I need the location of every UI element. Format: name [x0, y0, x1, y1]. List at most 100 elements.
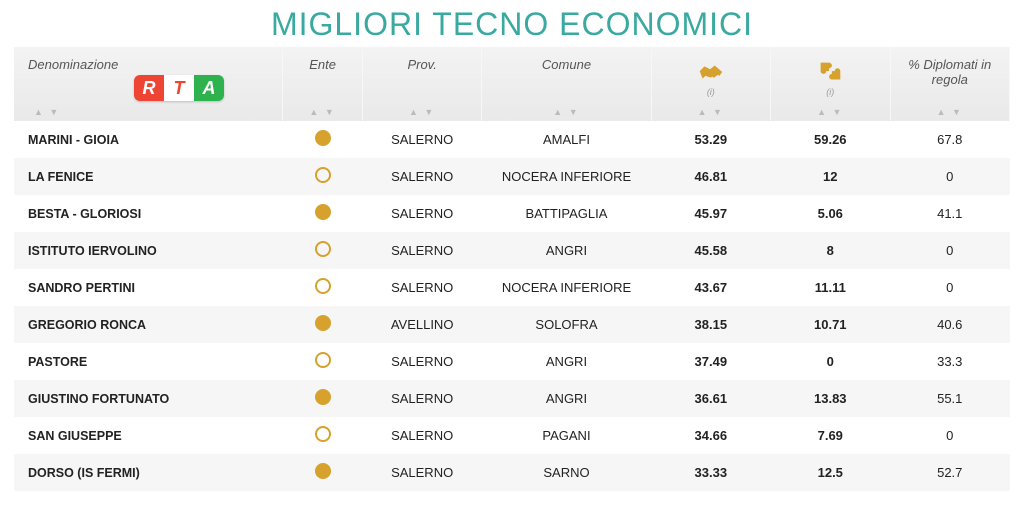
info-indicator: (i) [777, 87, 883, 97]
col-header-diplomati[interactable]: % Diplomati in regola ▲ ▼ [890, 47, 1010, 121]
ranking-table: Denominazione▲ ▼RTAEnte▲ ▼Prov.▲ ▼Comune… [14, 47, 1010, 491]
cell-comune: ANGRI [482, 232, 651, 269]
cell-diplomati: 0 [890, 158, 1010, 195]
table-body: MARINI - GIOIASALERNOAMALFI53.2959.2667.… [14, 121, 1010, 491]
rta-logo-badge: RTA [134, 75, 224, 101]
table-row: SAN GIUSEPPESALERNOPAGANI34.667.690 [14, 417, 1010, 454]
sort-arrows-icon[interactable]: ▲ ▼ [409, 107, 435, 117]
cell-comune: NOCERA INFERIORE [482, 269, 651, 306]
page-title: MIGLIORI TECNO ECONOMICI [0, 0, 1024, 47]
table-row: GREGORIO RONCA AVELLINOSOLOFRA38.1510.714… [14, 306, 1010, 343]
cell-ind2: 13.83 [771, 380, 890, 417]
col-header-prov[interactable]: Prov.▲ ▼ [362, 47, 481, 121]
col-label: Ente [309, 57, 336, 72]
cell-ente [283, 343, 363, 380]
col-header-denominazione[interactable]: Denominazione▲ ▼RTA [14, 47, 283, 121]
cell-ente [283, 195, 363, 232]
cell-diplomati: 0 [890, 269, 1010, 306]
cell-diplomati: 52.7 [890, 454, 1010, 491]
col-header-comune[interactable]: Comune ▲ ▼ [482, 47, 651, 121]
cell-comune: BATTIPAGLIA [482, 195, 651, 232]
cell-ind1: 46.81 [651, 158, 770, 195]
cell-ind1: 53.29 [651, 121, 770, 158]
cell-ind1: 45.97 [651, 195, 770, 232]
cell-ente [283, 417, 363, 454]
cell-prov: AVELLINO [362, 306, 481, 343]
cell-ind1: 33.33 [651, 454, 770, 491]
cell-ind1: 38.15 [651, 306, 770, 343]
cell-ind2: 11.11 [771, 269, 890, 306]
cell-ind2: 0 [771, 343, 890, 380]
cell-ind2: 7.69 [771, 417, 890, 454]
sort-arrows-icon[interactable]: ▲ ▼ [553, 107, 579, 117]
ente-empty-icon [315, 352, 331, 368]
table-row: ISTITUTO IERVOLINOSALERNOANGRI45.5880 [14, 232, 1010, 269]
cell-denominazione: GIUSTINO FORTUNATO [14, 380, 283, 417]
ente-empty-icon [315, 167, 331, 183]
info-indicator: (i) [658, 87, 764, 97]
cell-comune: ANGRI [482, 380, 651, 417]
table-container: Denominazione▲ ▼RTAEnte▲ ▼Prov.▲ ▼Comune… [0, 47, 1024, 491]
logo-t: T [164, 75, 194, 101]
cell-ente [283, 158, 363, 195]
cell-ind2: 59.26 [771, 121, 890, 158]
cell-ind2: 12.5 [771, 454, 890, 491]
cell-comune: PAGANI [482, 417, 651, 454]
cell-comune: ANGRI [482, 343, 651, 380]
cell-prov: SALERNO [362, 195, 481, 232]
sort-arrows-icon[interactable]: ▲ ▼ [34, 107, 60, 117]
handshake-icon [658, 57, 764, 87]
cell-prov: SALERNO [362, 417, 481, 454]
cell-denominazione: GREGORIO RONCA [14, 306, 283, 343]
col-label: Comune [542, 57, 591, 72]
cell-denominazione: ISTITUTO IERVOLINO [14, 232, 283, 269]
cell-ente [283, 306, 363, 343]
table-row: SANDRO PERTINI SALERNONOCERA INFERIORE43.… [14, 269, 1010, 306]
sort-arrows-icon[interactable]: ▲ ▼ [698, 107, 724, 117]
table-row: MARINI - GIOIASALERNOAMALFI53.2959.2667.… [14, 121, 1010, 158]
table-row: GIUSTINO FORTUNATOSALERNOANGRI36.6113.83… [14, 380, 1010, 417]
cell-ind1: 43.67 [651, 269, 770, 306]
cell-prov: SALERNO [362, 380, 481, 417]
logo-r: R [134, 75, 164, 101]
ente-empty-icon [315, 278, 331, 294]
cell-ind2: 5.06 [771, 195, 890, 232]
col-header-ente[interactable]: Ente ▲ ▼ [283, 47, 363, 121]
ente-filled-icon [315, 389, 331, 405]
col-label: % Diplomati in regola [908, 57, 991, 87]
table-row: BESTA - GLORIOSISALERNOBATTIPAGLIA45.975… [14, 195, 1010, 232]
ente-filled-icon [315, 204, 331, 220]
sort-arrows-icon[interactable]: ▲ ▼ [817, 107, 843, 117]
sort-arrows-icon[interactable]: ▲ ▼ [309, 107, 335, 117]
cell-comune: AMALFI [482, 121, 651, 158]
cell-diplomati: 33.3 [890, 343, 1010, 380]
ente-empty-icon [315, 241, 331, 257]
sort-arrows-icon[interactable]: ▲ ▼ [937, 107, 963, 117]
cell-ente [283, 121, 363, 158]
cell-diplomati: 67.8 [890, 121, 1010, 158]
cell-prov: SALERNO [362, 121, 481, 158]
cell-ind2: 10.71 [771, 306, 890, 343]
cell-comune: SOLOFRA [482, 306, 651, 343]
cell-denominazione: SANDRO PERTINI [14, 269, 283, 306]
cell-ente [283, 232, 363, 269]
table-row: PASTORE SALERNOANGRI37.49033.3 [14, 343, 1010, 380]
cell-denominazione: PASTORE [14, 343, 283, 380]
cell-prov: SALERNO [362, 343, 481, 380]
cell-ind1: 37.49 [651, 343, 770, 380]
cell-denominazione: LA FENICE [14, 158, 283, 195]
cell-prov: SALERNO [362, 232, 481, 269]
cell-diplomati: 40.6 [890, 306, 1010, 343]
cell-denominazione: SAN GIUSEPPE [14, 417, 283, 454]
cell-prov: SALERNO [362, 269, 481, 306]
col-header-ind1[interactable]: (i) ▲ ▼ [651, 47, 770, 121]
cell-diplomati: 41.1 [890, 195, 1010, 232]
ente-filled-icon [315, 130, 331, 146]
table-row: LA FENICESALERNONOCERA INFERIORE46.81120 [14, 158, 1010, 195]
cell-ind1: 34.66 [651, 417, 770, 454]
puzzle-icon [777, 57, 883, 87]
ente-filled-icon [315, 315, 331, 331]
cell-ind2: 8 [771, 232, 890, 269]
col-header-ind2[interactable]: (i) ▲ ▼ [771, 47, 890, 121]
cell-comune: NOCERA INFERIORE [482, 158, 651, 195]
